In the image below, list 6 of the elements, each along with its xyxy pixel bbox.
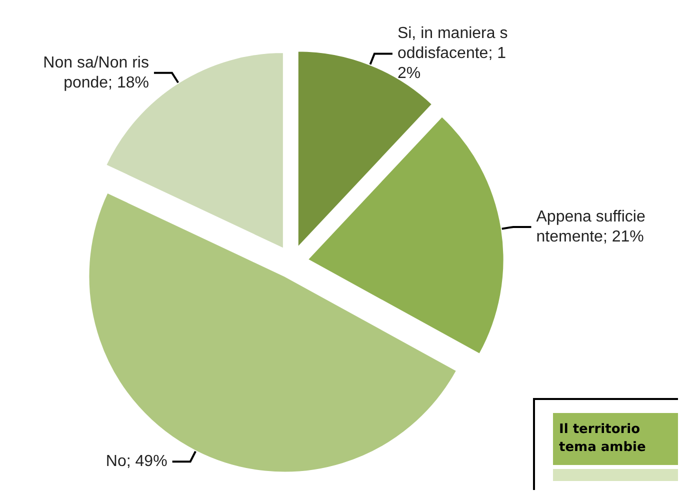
text: tema ambie <box>559 439 647 457</box>
slice-label: No; 49% <box>106 453 168 470</box>
slice-label: Non sa/Non risponde; 18% <box>43 54 149 92</box>
text: Il territorio <box>559 421 642 439</box>
slice-label: Si, in maniera soddisfacente; 12% <box>397 25 508 82</box>
slice-label: Appena sufficientemente; 21% <box>536 208 646 246</box>
